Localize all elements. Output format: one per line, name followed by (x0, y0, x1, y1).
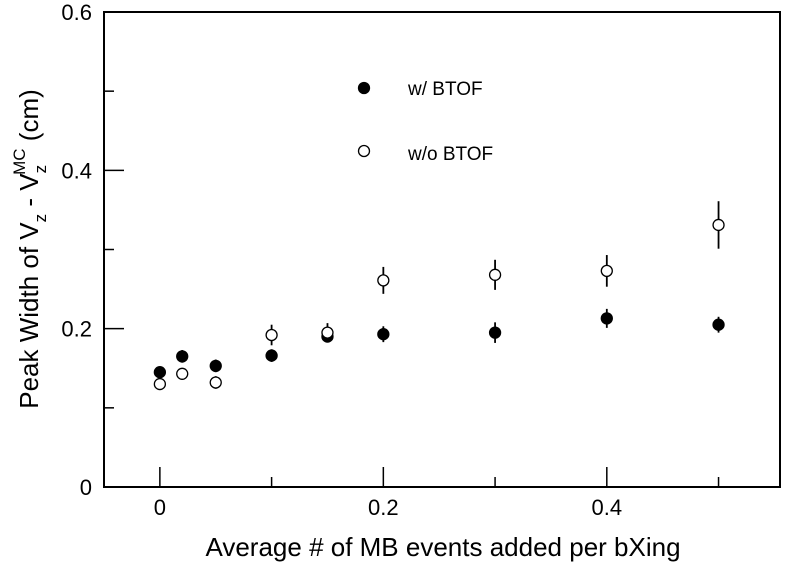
y-axis-title-prefix: Peak Width of V (14, 222, 44, 409)
data-point (488, 326, 502, 339)
x-tick-label: 0.2 (368, 495, 399, 520)
plot-frame (103, 11, 781, 488)
x-tick-label: 0 (154, 495, 166, 520)
legend-marker (357, 81, 371, 95)
legend-marker (357, 144, 371, 158)
y-axis-title-sub1: z (31, 214, 50, 223)
data-point (600, 264, 613, 278)
data-point (176, 367, 189, 380)
data-point (488, 268, 502, 281)
data-points (153, 201, 725, 391)
data-point (176, 350, 189, 363)
series-with-btof (153, 308, 725, 379)
y-tick-label: 0.2 (61, 317, 92, 342)
data-point (321, 326, 334, 339)
y-tick-label: 0 (80, 475, 92, 500)
y-axis-title-sup2: MC (10, 148, 29, 174)
data-point (209, 359, 222, 373)
data-point (377, 274, 390, 287)
y-axis-title-sub2: z (31, 165, 50, 174)
tick-labels: 0 0.2 0.4 0.6 0 0.2 0.4 (61, 0, 622, 520)
series-without-btof (153, 201, 725, 391)
axis-ticks (104, 11, 720, 488)
data-point (712, 318, 725, 331)
data-point (153, 377, 167, 391)
data-point (377, 328, 390, 341)
y-axis-title: Peak Width of Vz - VzMC (cm) (10, 89, 50, 409)
legend-label: w/ BTOF (407, 79, 483, 100)
data-point (209, 376, 222, 389)
data-point (265, 328, 278, 342)
data-point (600, 312, 613, 325)
legend-label: w/o BTOF (407, 144, 493, 165)
data-point (712, 218, 725, 232)
legend: w/ BTOF w/o BTOF (357, 79, 493, 165)
x-axis-title: Average # of MB events added per bXing (205, 532, 680, 562)
data-point (265, 349, 278, 362)
data-point (153, 366, 167, 379)
y-tick-label: 0.6 (61, 0, 92, 25)
y-tick-label: 0.4 (61, 158, 92, 183)
x-tick-label: 0.4 (592, 495, 623, 520)
y-axis-title-mid: - V (14, 173, 44, 214)
y-axis-title-suffix: (cm) (14, 89, 44, 148)
